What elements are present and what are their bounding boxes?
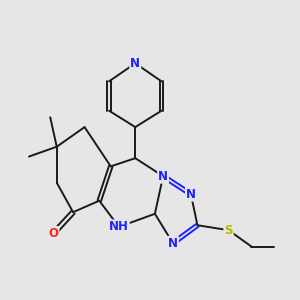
Text: N: N [130,57,140,70]
Text: N: N [168,237,178,250]
Text: N: N [158,170,168,183]
Text: NH: NH [109,220,129,233]
Text: N: N [186,188,196,201]
Text: O: O [49,227,58,240]
Text: S: S [224,224,233,237]
